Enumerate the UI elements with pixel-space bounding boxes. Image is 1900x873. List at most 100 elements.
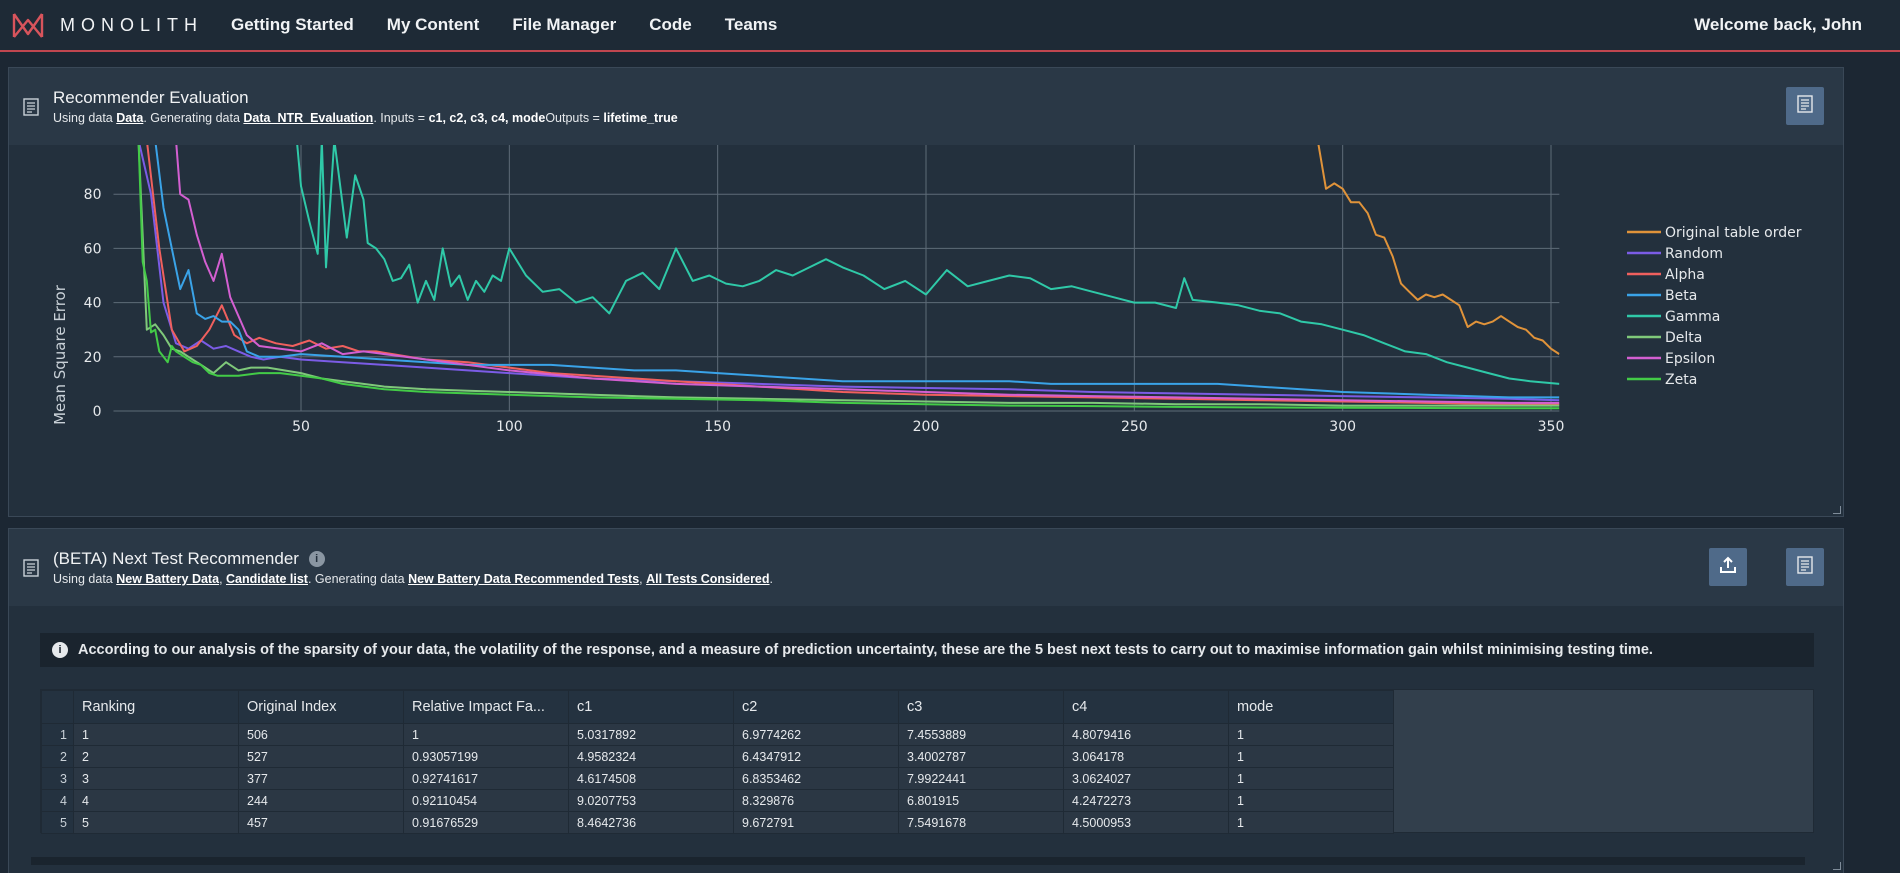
- legend-item[interactable]: Alpha: [1627, 267, 1705, 283]
- sub-text: ,: [639, 572, 647, 586]
- data-link[interactable]: Data: [116, 111, 144, 125]
- table-cell[interactable]: 4.2472273: [1063, 789, 1229, 812]
- series-line-beta[interactable]: [154, 145, 1560, 399]
- legend-item[interactable]: Original table order: [1627, 225, 1802, 241]
- table-cell[interactable]: 1: [403, 723, 569, 746]
- table-cell[interactable]: 457: [238, 811, 404, 834]
- column-header[interactable]: Original Index: [238, 690, 404, 724]
- table-cell[interactable]: 0.91676529: [403, 811, 569, 834]
- table-cell[interactable]: 3.064178: [1063, 745, 1229, 768]
- table-cell[interactable]: 3: [73, 767, 239, 790]
- generated-data-link[interactable]: Data_NTR_Evaluation: [243, 111, 374, 125]
- chart-series: [137, 145, 1560, 410]
- table-cell[interactable]: 1: [1228, 811, 1394, 834]
- nav-code[interactable]: Code: [649, 15, 692, 34]
- column-header[interactable]: c4: [1063, 690, 1229, 724]
- resize-handle[interactable]: [1833, 506, 1841, 514]
- column-header[interactable]: c2: [733, 690, 899, 724]
- table-cell[interactable]: 1: [1228, 789, 1394, 812]
- table-cell[interactable]: 4.9582324: [568, 745, 734, 768]
- table-cell[interactable]: 6.9774262: [733, 723, 899, 746]
- table-cell[interactable]: 8.329876: [733, 789, 899, 812]
- series-line-alpha[interactable]: [146, 145, 1560, 406]
- table-cell[interactable]: 8.4642736: [568, 811, 734, 834]
- legend-item[interactable]: Beta: [1627, 288, 1697, 304]
- candidate-list-link[interactable]: Candidate list: [226, 572, 308, 586]
- table-cell[interactable]: 5.0317892: [568, 723, 734, 746]
- table-cell[interactable]: 9.0207753: [568, 789, 734, 812]
- notes-button[interactable]: [1786, 87, 1824, 125]
- nav-file-manager[interactable]: File Manager: [512, 15, 617, 34]
- welcome-user[interactable]: Welcome back, John: [1694, 15, 1862, 34]
- table-cell[interactable]: 4: [73, 789, 239, 812]
- row-number: 2: [41, 745, 74, 768]
- table-row[interactable]: 4 4 244 0.92110454 9.0207753 8.329876 6.801915…: [41, 789, 1394, 812]
- recommender-evaluation-panel: Recommender Evaluation Using data Data. …: [8, 67, 1844, 517]
- table-cell[interactable]: 1: [1228, 723, 1394, 746]
- legend-item[interactable]: Delta: [1627, 330, 1702, 346]
- table-cell[interactable]: 244: [238, 789, 404, 812]
- column-header[interactable]: c3: [898, 690, 1064, 724]
- upload-icon: [1719, 556, 1737, 579]
- table-cell[interactable]: 0.93057199: [403, 745, 569, 768]
- table-cell[interactable]: 2: [73, 745, 239, 768]
- table-cell[interactable]: 6.8353462: [733, 767, 899, 790]
- legend-item[interactable]: Random: [1627, 246, 1723, 262]
- sub-text: Using data: [53, 111, 117, 125]
- table-cell[interactable]: 0.92741617: [403, 767, 569, 790]
- recommended-tests-table: Ranking Original Index Relative Impact F…: [41, 690, 1394, 834]
- series-line-epsilon[interactable]: [172, 145, 1560, 404]
- table-cell[interactable]: 7.5491678: [898, 811, 1064, 834]
- table-cell[interactable]: 0.92110454: [403, 789, 569, 812]
- series-line-gamma[interactable]: [296, 145, 1560, 385]
- legend-item[interactable]: Epsilon: [1627, 351, 1715, 367]
- series-line-delta[interactable]: [137, 145, 1560, 407]
- table-cell[interactable]: 6.4347912: [733, 745, 899, 768]
- series-line-zeta[interactable]: [137, 145, 1560, 410]
- table-cell[interactable]: 506: [238, 723, 404, 746]
- table-row[interactable]: 1 1 506 1 5.0317892 6.9774262 7.4553889 4.80794…: [41, 723, 1394, 746]
- panel-subtitle: Using data New Battery Data, Candidate l…: [53, 572, 773, 586]
- nav-my-content[interactable]: My Content: [386, 15, 480, 34]
- table-row[interactable]: 3 3 377 0.92741617 4.6174508 6.8353462 7.99224…: [41, 767, 1394, 790]
- table-cell[interactable]: 1: [1228, 767, 1394, 790]
- column-header[interactable]: Relative Impact Fa...: [403, 690, 569, 724]
- recommended-tests-link[interactable]: New Battery Data Recommended Tests: [408, 572, 640, 586]
- table-cell[interactable]: 377: [238, 767, 404, 790]
- resize-handle[interactable]: [1833, 862, 1841, 870]
- series-line-random[interactable]: [138, 145, 1560, 402]
- export-button[interactable]: [1709, 548, 1747, 586]
- legend-item[interactable]: Zeta: [1627, 372, 1697, 388]
- table-cell[interactable]: 5: [73, 811, 239, 834]
- series-line-original-table-order[interactable]: [1317, 145, 1560, 355]
- sub-text: .: [769, 572, 774, 586]
- table-cell[interactable]: 7.9922441: [898, 767, 1064, 790]
- table-cell[interactable]: 4.5000953: [1063, 811, 1229, 834]
- table-row[interactable]: 5 5 457 0.91676529 8.4642736 9.672791 7.549167…: [41, 811, 1394, 834]
- table-cell[interactable]: 4.6174508: [568, 767, 734, 790]
- column-header[interactable]: c1: [568, 690, 734, 724]
- panel-header: (BETA) Next Test Recommender i Using dat…: [9, 529, 1843, 606]
- nav-teams[interactable]: Teams: [724, 15, 778, 34]
- horizontal-scrollbar[interactable]: [31, 857, 1805, 865]
- table-cell[interactable]: 6.801915: [898, 789, 1064, 812]
- column-header[interactable]: mode: [1228, 690, 1394, 724]
- table-cell[interactable]: 9.672791: [733, 811, 899, 834]
- table-cell[interactable]: 527: [238, 745, 404, 768]
- table-cell[interactable]: 1: [73, 723, 239, 746]
- table-cell[interactable]: 7.4553889: [898, 723, 1064, 746]
- table-cell[interactable]: 3.0624027: [1063, 767, 1229, 790]
- brand-logo[interactable]: MONOLITH: [12, 10, 203, 40]
- table-cell[interactable]: 3.4002787: [898, 745, 1064, 768]
- nav-getting-started[interactable]: Getting Started: [231, 15, 354, 34]
- column-header[interactable]: Ranking: [73, 690, 239, 724]
- table-cell[interactable]: 1: [1228, 745, 1394, 768]
- all-tests-considered-link[interactable]: All Tests Considered: [646, 572, 770, 586]
- table-row[interactable]: 2 2 527 0.93057199 4.9582324 6.4347912 3.40027…: [41, 745, 1394, 768]
- info-icon[interactable]: i: [308, 551, 325, 567]
- new-battery-data-link[interactable]: New Battery Data: [116, 572, 220, 586]
- legend-item[interactable]: Gamma: [1627, 309, 1720, 325]
- table-cell[interactable]: 4.8079416: [1063, 723, 1229, 746]
- row-number: 5: [41, 811, 74, 834]
- notes-button[interactable]: [1786, 548, 1824, 586]
